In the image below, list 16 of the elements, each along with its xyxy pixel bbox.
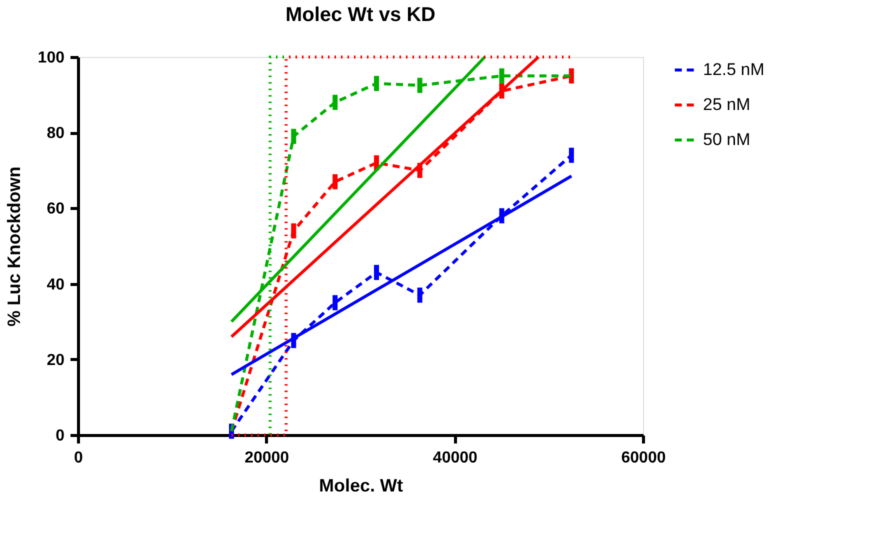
- x-tick-label: 0: [74, 450, 84, 466]
- x-tick-label: 20000: [244, 450, 290, 466]
- y-tick-label: 0: [56, 428, 65, 444]
- y-tick-label: 20: [46, 352, 65, 369]
- chart-title: Molec Wt vs KD: [285, 4, 436, 26]
- y-tick-label: 100: [38, 50, 65, 66]
- legend-label: 25 nM: [703, 95, 750, 114]
- y-tick-label: 40: [46, 276, 65, 294]
- legend-label: 12.5 nM: [703, 60, 764, 79]
- x-axis-title: Molec. Wt: [319, 476, 404, 496]
- x-tick-label: 40000: [432, 450, 478, 466]
- y-axis-title: % Luc Knockdown: [4, 166, 24, 327]
- legend-label: 50 nM: [703, 130, 750, 149]
- y-tick-label: 60: [46, 200, 65, 218]
- x-tick-label: 60000: [621, 450, 666, 466]
- y-tick-label: 80: [46, 125, 65, 142]
